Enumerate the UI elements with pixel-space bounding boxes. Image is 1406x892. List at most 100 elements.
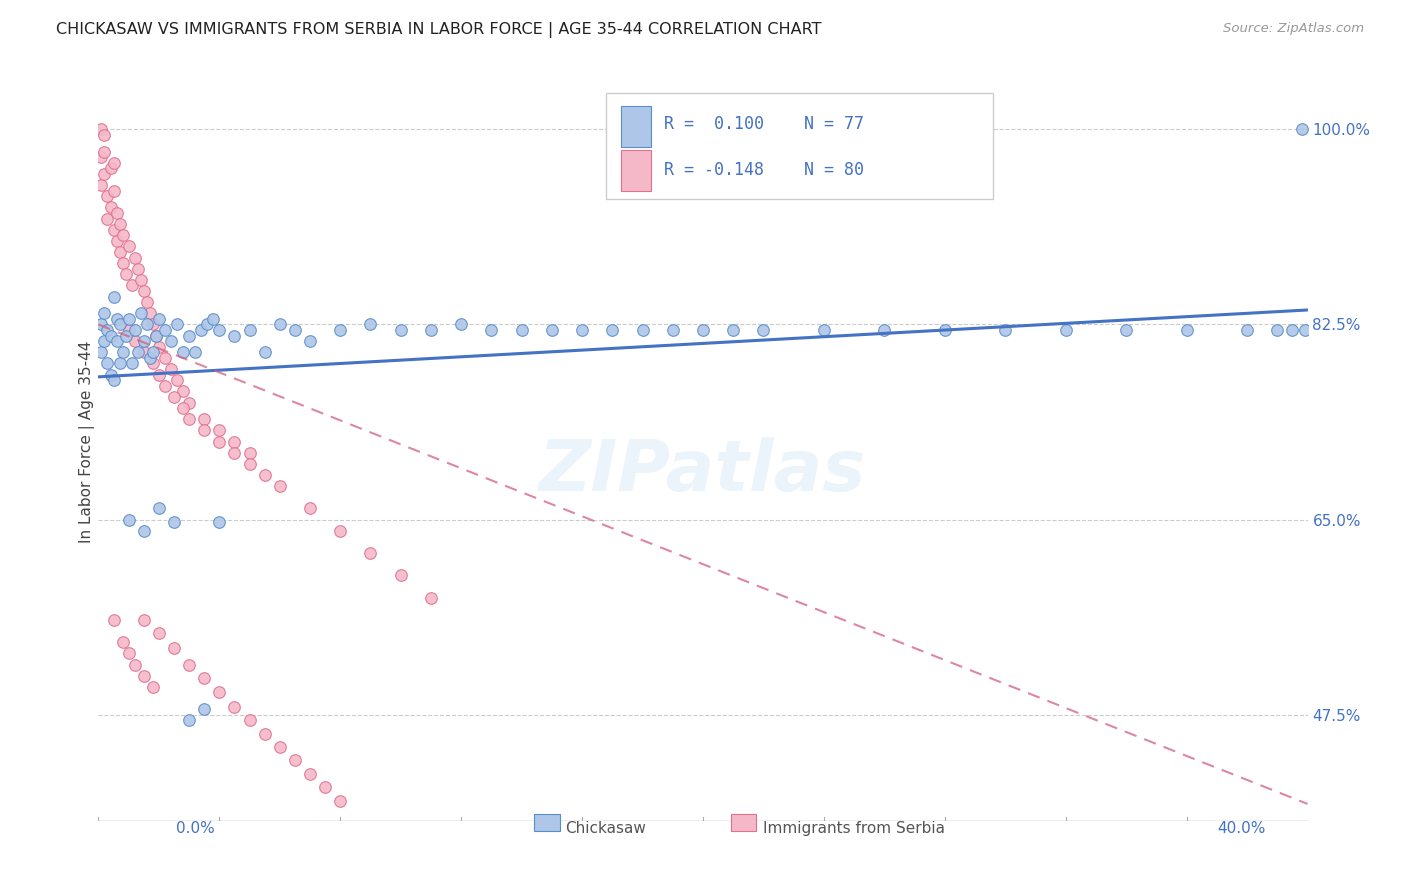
Point — [193, 424, 215, 438]
Point — [208, 515, 231, 529]
Point — [172, 345, 194, 359]
Point — [224, 446, 246, 460]
Point — [90, 318, 112, 332]
Point — [93, 334, 115, 349]
Point — [873, 323, 896, 337]
Point — [481, 323, 503, 337]
Point — [208, 685, 231, 699]
Text: R = -0.148    N = 80: R = -0.148 N = 80 — [664, 161, 865, 179]
Point — [139, 351, 162, 365]
Point — [193, 671, 215, 685]
Point — [142, 356, 165, 371]
Point — [190, 323, 212, 337]
Point — [299, 501, 322, 516]
Point — [602, 323, 624, 337]
Point — [129, 273, 152, 287]
Point — [111, 256, 134, 270]
Point — [153, 351, 176, 365]
Point — [118, 513, 141, 527]
Point — [208, 424, 231, 438]
Point — [105, 234, 128, 248]
Point — [253, 727, 276, 741]
Point — [163, 390, 186, 404]
Point — [135, 295, 157, 310]
Point — [145, 328, 167, 343]
Point — [90, 122, 112, 136]
Point — [129, 306, 152, 320]
Point — [1175, 323, 1198, 337]
Point — [142, 318, 165, 332]
Point — [1115, 323, 1137, 337]
Point — [108, 356, 131, 371]
Point — [96, 189, 118, 203]
Point — [90, 345, 112, 359]
Point — [153, 323, 176, 337]
Point — [179, 412, 201, 426]
Point — [93, 306, 115, 320]
Point — [360, 546, 382, 560]
Point — [132, 524, 155, 538]
Point — [224, 434, 246, 449]
Point — [661, 323, 683, 337]
Point — [90, 150, 112, 164]
Point — [163, 640, 186, 655]
Point — [253, 345, 276, 359]
Point — [108, 244, 131, 259]
Point — [118, 312, 141, 326]
Point — [103, 373, 125, 387]
Point — [103, 613, 125, 627]
Point — [299, 767, 322, 781]
Point — [166, 373, 188, 387]
FancyBboxPatch shape — [606, 93, 993, 199]
Point — [179, 657, 201, 672]
Point — [142, 680, 165, 694]
Point — [118, 323, 141, 337]
Point — [208, 434, 231, 449]
Point — [160, 334, 183, 349]
Point — [103, 156, 125, 170]
Point — [148, 368, 170, 382]
Point — [153, 378, 176, 392]
Point — [111, 345, 134, 359]
Point — [239, 323, 262, 337]
Point — [284, 754, 307, 768]
Point — [813, 323, 835, 337]
Point — [111, 228, 134, 243]
Point — [100, 368, 122, 382]
Point — [90, 178, 112, 193]
Point — [360, 318, 382, 332]
Point — [108, 318, 131, 332]
Point — [1236, 323, 1258, 337]
Point — [121, 278, 143, 293]
Point — [148, 501, 170, 516]
Point — [723, 323, 745, 337]
Point — [172, 384, 194, 399]
Text: R =  0.100    N = 77: R = 0.100 N = 77 — [664, 115, 865, 133]
Point — [193, 702, 215, 716]
Point — [208, 323, 231, 337]
Point — [1054, 323, 1077, 337]
Point — [111, 635, 134, 649]
Point — [179, 395, 201, 409]
Point — [93, 145, 115, 159]
Point — [124, 251, 146, 265]
Point — [100, 328, 122, 343]
Point — [132, 613, 155, 627]
Point — [269, 318, 291, 332]
Point — [124, 323, 146, 337]
Point — [114, 328, 136, 343]
Point — [172, 401, 194, 416]
Point — [284, 323, 307, 337]
Point — [239, 714, 262, 728]
Point — [105, 334, 128, 349]
Point — [450, 318, 472, 332]
Point — [299, 334, 322, 349]
Point — [329, 794, 352, 808]
Point — [145, 328, 167, 343]
Point — [571, 323, 593, 337]
Point — [148, 340, 170, 354]
Point — [132, 669, 155, 683]
Point — [103, 290, 125, 304]
Point — [540, 323, 562, 337]
Point — [100, 161, 122, 176]
